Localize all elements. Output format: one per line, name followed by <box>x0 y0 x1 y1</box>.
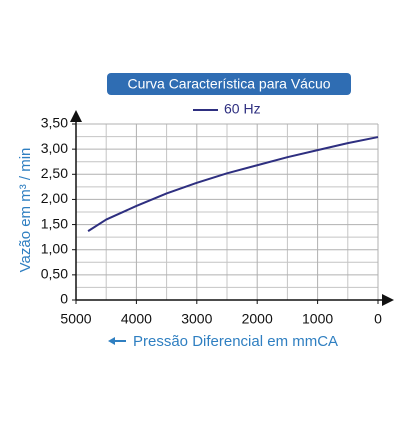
title-box <box>107 73 351 95</box>
x-tick-label: 2000 <box>242 311 273 327</box>
y-tick-label: 2,50 <box>41 165 68 181</box>
y-axis-title: Vazão em m³ / min <box>17 148 34 273</box>
y-tick-label: 0 <box>60 291 68 307</box>
y-tick-label: 0,50 <box>41 266 68 282</box>
y-tick-label: 3,50 <box>41 115 68 131</box>
chart-title: Curva Característica para Vácuo <box>127 76 330 92</box>
x-tick-label: 5000 <box>60 311 91 327</box>
y-tick-label: 1,00 <box>41 240 68 256</box>
series-line <box>87 136 379 232</box>
y-tick-label: 2,00 <box>41 190 68 206</box>
legend-label: 60 Hz <box>224 101 261 117</box>
x-tick-label: 3000 <box>181 311 212 327</box>
x-tick-label: 0 <box>374 311 382 327</box>
y-tick-label: 1,50 <box>41 215 68 231</box>
x-tick-label: 1000 <box>302 311 333 327</box>
x-axis-arrow-head <box>108 337 115 345</box>
y-tick-label: 3,00 <box>41 140 68 156</box>
x-tick-label: 4000 <box>121 311 152 327</box>
x-axis-title: Pressão Diferencial em mmCA <box>133 333 338 350</box>
